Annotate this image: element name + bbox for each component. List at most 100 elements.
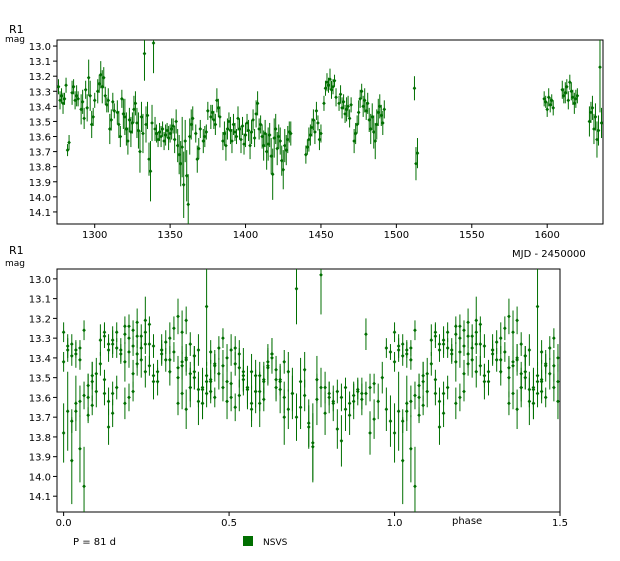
- data-point: [349, 102, 353, 108]
- phase-point: [298, 405, 303, 410]
- phase-point: [147, 341, 152, 347]
- phase-point: [482, 343, 487, 349]
- data-point: [145, 113, 150, 118]
- data-point: [377, 104, 382, 109]
- phase-point: [441, 391, 446, 396]
- data-point: [275, 146, 280, 151]
- data-point: [307, 137, 311, 142]
- legend-swatch: [243, 536, 253, 546]
- data-point: [109, 117, 114, 123]
- data-point: [548, 102, 553, 108]
- phase-point: [155, 379, 160, 384]
- phase-point: [429, 337, 434, 343]
- data-point: [168, 131, 172, 136]
- data-point: [370, 114, 375, 120]
- data-point: [287, 129, 292, 135]
- data-point: [221, 138, 225, 144]
- phase-point: [123, 324, 127, 329]
- phase-point: [114, 330, 119, 335]
- data-point: [98, 72, 103, 77]
- data-point: [593, 114, 598, 120]
- phase-point: [98, 337, 103, 343]
- phase-point: [539, 349, 544, 355]
- data-point: [74, 93, 79, 99]
- phase-point: [454, 324, 458, 329]
- phase-point: [131, 371, 135, 376]
- phase-point: [61, 330, 66, 335]
- data-point: [270, 172, 275, 177]
- data-point: [233, 129, 237, 135]
- phase-point: [208, 349, 213, 355]
- data-point: [225, 126, 230, 132]
- data-point: [150, 120, 154, 126]
- phase-point: [474, 318, 479, 323]
- data-point: [227, 119, 231, 124]
- data-point: [62, 96, 67, 102]
- data-point: [343, 111, 347, 117]
- phase-point: [445, 330, 450, 335]
- data-point: [79, 107, 83, 112]
- data-point: [112, 108, 117, 114]
- phase-point: [445, 385, 450, 390]
- phase-point: [441, 337, 446, 343]
- time-series-ytick-label: 13.9: [29, 178, 51, 189]
- phase-point: [302, 367, 307, 372]
- phase-point: [78, 446, 82, 451]
- data-point: [242, 141, 246, 147]
- phase-point: [229, 381, 233, 386]
- phase-point: [180, 363, 184, 369]
- data-point: [162, 138, 166, 144]
- phase-point: [323, 411, 327, 416]
- phase-point: [278, 377, 282, 382]
- data-point: [248, 143, 252, 148]
- phase-point: [445, 345, 450, 351]
- phase-xtick-label: 0.5: [221, 518, 237, 529]
- phase-point: [229, 395, 233, 400]
- data-point: [56, 84, 61, 89]
- phase-point: [433, 333, 438, 339]
- phase-point: [409, 399, 413, 404]
- data-point: [332, 78, 337, 83]
- phase-point: [519, 341, 523, 347]
- phase-point: [458, 349, 462, 355]
- phase-point: [131, 343, 135, 349]
- phase-point: [249, 369, 254, 374]
- time-series-ytick-label: 13.0: [29, 42, 51, 53]
- phase-point: [462, 328, 466, 333]
- phase-point: [192, 369, 197, 374]
- phase-point: [127, 349, 131, 355]
- data-point: [331, 84, 335, 89]
- phase-point: [274, 385, 278, 390]
- data-point: [243, 132, 248, 138]
- phase-point: [78, 399, 82, 404]
- phase-point: [127, 395, 131, 400]
- phase-point: [257, 373, 262, 378]
- data-point: [362, 98, 367, 103]
- phase-point: [458, 324, 462, 329]
- phase-point: [102, 391, 107, 396]
- phase-point: [474, 330, 479, 335]
- time-series-ytick-label: 13.3: [29, 87, 51, 98]
- data-point: [231, 122, 236, 127]
- phase-point: [233, 361, 238, 367]
- data-point: [142, 51, 147, 56]
- phase-point: [429, 361, 434, 367]
- phase-point: [441, 411, 446, 416]
- phase-point: [82, 328, 86, 333]
- phase-point: [409, 345, 413, 351]
- data-point: [340, 105, 344, 111]
- data-point: [115, 110, 120, 115]
- phase-point: [355, 389, 360, 394]
- data-point: [596, 128, 601, 133]
- phase-point: [262, 379, 266, 384]
- phase-point: [503, 349, 507, 355]
- phase-point: [176, 375, 180, 380]
- data-point: [104, 102, 109, 108]
- data-point: [100, 84, 105, 89]
- phase-point: [78, 345, 82, 351]
- phase-point: [188, 385, 193, 390]
- phase-point: [98, 361, 103, 367]
- data-point: [412, 86, 417, 91]
- data-point: [163, 132, 168, 138]
